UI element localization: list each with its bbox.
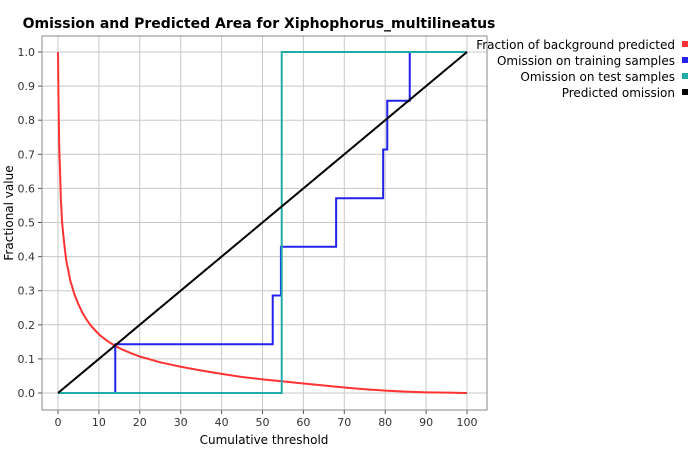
y-tick-label: 0.8 bbox=[18, 114, 36, 127]
plot-border bbox=[41, 35, 488, 411]
x-tick-label: 20 bbox=[133, 416, 147, 429]
plot-area: 0 10 20 30 40 50 60 70 80 90 100 0.0 0.1 0.2 0.3 0.4 0.5… bbox=[18, 35, 488, 429]
legend-label-omission-on-test-samples: Omission on test samples bbox=[520, 70, 675, 84]
series-line-fraction-of-background-predicted bbox=[57, 51, 468, 394]
x-tick-label: 90 bbox=[419, 416, 433, 429]
legend-swatch-omission-on-test-samples bbox=[682, 73, 688, 79]
y-tick-label: 0.4 bbox=[18, 251, 36, 264]
x-tick-label: 30 bbox=[174, 416, 188, 429]
x-tick-label: 50 bbox=[256, 416, 270, 429]
x-tick-label: 60 bbox=[296, 416, 310, 429]
x-tick-label: 80 bbox=[378, 416, 392, 429]
x-tick-label: 70 bbox=[337, 416, 351, 429]
chart-title: Omission and Predicted Area for Xiphopho… bbox=[23, 16, 496, 32]
x-tick-label: 0 bbox=[55, 416, 62, 429]
series-line-omission-on-training-samples bbox=[58, 51, 467, 394]
y-axis-label: Fractional value bbox=[2, 165, 16, 260]
y-tick-label: 0.5 bbox=[18, 217, 36, 230]
x-tick-label: 10 bbox=[92, 416, 106, 429]
x-tick-label: 100 bbox=[457, 416, 478, 429]
legend-swatch-predicted-omission bbox=[682, 89, 688, 95]
legend-label-omission-on-training-samples: Omission on training samples bbox=[497, 54, 675, 68]
legend-label-predicted-omission: Predicted omission bbox=[562, 86, 675, 100]
series-line-omission-on-test-samples bbox=[58, 51, 467, 394]
y-tick-label: 0.0 bbox=[18, 387, 36, 400]
y-tick-label: 0.1 bbox=[18, 353, 36, 366]
legend-label-fraction-of-background-predicted: Fraction of background predicted bbox=[476, 38, 675, 52]
y-tick-label: 0.6 bbox=[18, 182, 36, 195]
x-tick-label: 40 bbox=[215, 416, 229, 429]
legend: Fraction of background predicted Omission… bbox=[476, 38, 688, 100]
series-line-predicted-omission bbox=[57, 51, 468, 394]
y-tick-label: 0.9 bbox=[18, 80, 36, 93]
x-axis-label: Cumulative threshold bbox=[200, 433, 329, 447]
y-tick-label: 0.3 bbox=[18, 285, 36, 298]
y-tick-label: 0.2 bbox=[18, 319, 36, 332]
y-tick-label: 1.0 bbox=[18, 46, 36, 59]
legend-swatch-omission-on-training-samples bbox=[682, 57, 688, 63]
legend-swatch-fraction-of-background-predicted bbox=[682, 41, 688, 47]
y-tick-label: 0.7 bbox=[18, 148, 36, 161]
